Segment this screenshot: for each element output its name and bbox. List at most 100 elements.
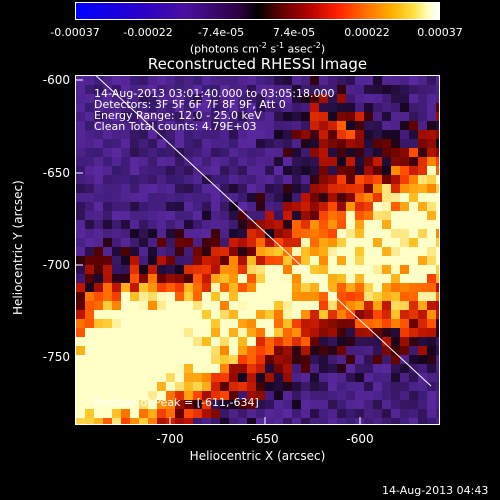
heatmap-cell: [265, 247, 274, 256]
heatmap-cell: [193, 121, 202, 130]
heatmap-cell: [121, 94, 130, 103]
heatmap-cell: [238, 103, 247, 112]
heatmap-cell: [364, 175, 373, 184]
heatmap-cell: [229, 130, 238, 139]
heatmap-cell: [265, 121, 274, 130]
heatmap-cell: [184, 400, 193, 409]
heatmap-cell: [292, 292, 301, 301]
heatmap-cell: [157, 175, 166, 184]
heatmap-cell: [310, 256, 319, 265]
heatmap-cell: [364, 238, 373, 247]
annotation-peak: Position of Peak = [-611,-634]: [94, 396, 259, 409]
heatmap-cell: [301, 220, 310, 229]
heatmap-cell: [409, 355, 418, 364]
heatmap-cell: [319, 220, 328, 229]
heatmap-cell: [346, 355, 355, 364]
heatmap-cell: [373, 328, 382, 337]
heatmap-cell: [319, 292, 328, 301]
heatmap-cell: [238, 94, 247, 103]
heatmap-cell: [382, 400, 391, 409]
heatmap-cell: [409, 94, 418, 103]
heatmap-cell: [166, 283, 175, 292]
heatmap-cell: [301, 283, 310, 292]
heatmap-cell: [319, 211, 328, 220]
heatmap-cell: [175, 400, 184, 409]
heatmap-cell: [283, 229, 292, 238]
heatmap-cell: [247, 130, 256, 139]
heatmap-cell: [139, 391, 148, 400]
heatmap-cell: [139, 373, 148, 382]
heatmap-cell: [139, 193, 148, 202]
heatmap-cell: [103, 211, 112, 220]
heatmap-cell: [220, 157, 229, 166]
heatmap-cell: [409, 400, 418, 409]
heatmap-cell: [211, 238, 220, 247]
heatmap-cell: [94, 229, 103, 238]
heatmap-cell: [409, 292, 418, 301]
heatmap-cell: [337, 346, 346, 355]
heatmap-cell: [85, 121, 94, 130]
heatmap-cell: [229, 139, 238, 148]
heatmap-cell: [319, 382, 328, 391]
heatmap-cell: [418, 346, 427, 355]
heatmap-cell: [166, 175, 175, 184]
heatmap-cell: [301, 319, 310, 328]
heatmap-cell: [238, 328, 247, 337]
heatmap-cell: [337, 364, 346, 373]
heatmap-cell: [346, 148, 355, 157]
heatmap-cell: [319, 283, 328, 292]
heatmap-cell: [283, 400, 292, 409]
heatmap-cell: [328, 220, 337, 229]
heatmap-cell: [265, 400, 274, 409]
heatmap-cell: [328, 76, 337, 85]
heatmap-cell: [346, 202, 355, 211]
heatmap-cell: [319, 85, 328, 94]
heatmap-cell: [292, 157, 301, 166]
heatmap-cell: [310, 238, 319, 247]
heatmap-cell: [202, 274, 211, 283]
heatmap-cell: [427, 247, 436, 256]
heatmap-cell: [76, 310, 85, 319]
heatmap-cell: [85, 157, 94, 166]
heatmap-cell: [112, 328, 121, 337]
heatmap-cell: [247, 103, 256, 112]
heatmap-cell: [139, 139, 148, 148]
heatmap-cell: [391, 121, 400, 130]
heatmap-cell: [391, 139, 400, 148]
heatmap-cell: [301, 148, 310, 157]
heatmap-cell: [121, 238, 130, 247]
heatmap-cell: [265, 328, 274, 337]
heatmap-cell: [103, 310, 112, 319]
heatmap-cell: [130, 175, 139, 184]
heatmap-cell: [211, 211, 220, 220]
heatmap-cell: [292, 247, 301, 256]
heatmap-cell: [229, 112, 238, 121]
heatmap-cell: [103, 301, 112, 310]
heatmap-cell: [193, 220, 202, 229]
heatmap-cell: [166, 85, 175, 94]
heatmap-cell: [364, 166, 373, 175]
heatmap-cell: [274, 202, 283, 211]
heatmap-cell: [202, 337, 211, 346]
heatmap-cell: [301, 139, 310, 148]
heatmap-cell: [184, 121, 193, 130]
heatmap-cell: [112, 184, 121, 193]
heatmap-cell: [103, 202, 112, 211]
heatmap-cell: [220, 319, 229, 328]
heatmap-cell: [256, 310, 265, 319]
heatmap-cell: [292, 328, 301, 337]
heatmap-cell: [292, 256, 301, 265]
heatmap-cell: [220, 400, 229, 409]
heatmap-cell: [391, 94, 400, 103]
heatmap-cell: [220, 373, 229, 382]
heatmap-cell: [202, 310, 211, 319]
heatmap-cell: [130, 229, 139, 238]
heatmap-cell: [346, 103, 355, 112]
heatmap-cell: [265, 373, 274, 382]
heatmap-cell: [211, 283, 220, 292]
heatmap-cell: [121, 175, 130, 184]
heatmap-cell: [409, 364, 418, 373]
heatmap-cell: [94, 391, 103, 400]
heatmap-cell: [148, 229, 157, 238]
heatmap-cell: [274, 292, 283, 301]
